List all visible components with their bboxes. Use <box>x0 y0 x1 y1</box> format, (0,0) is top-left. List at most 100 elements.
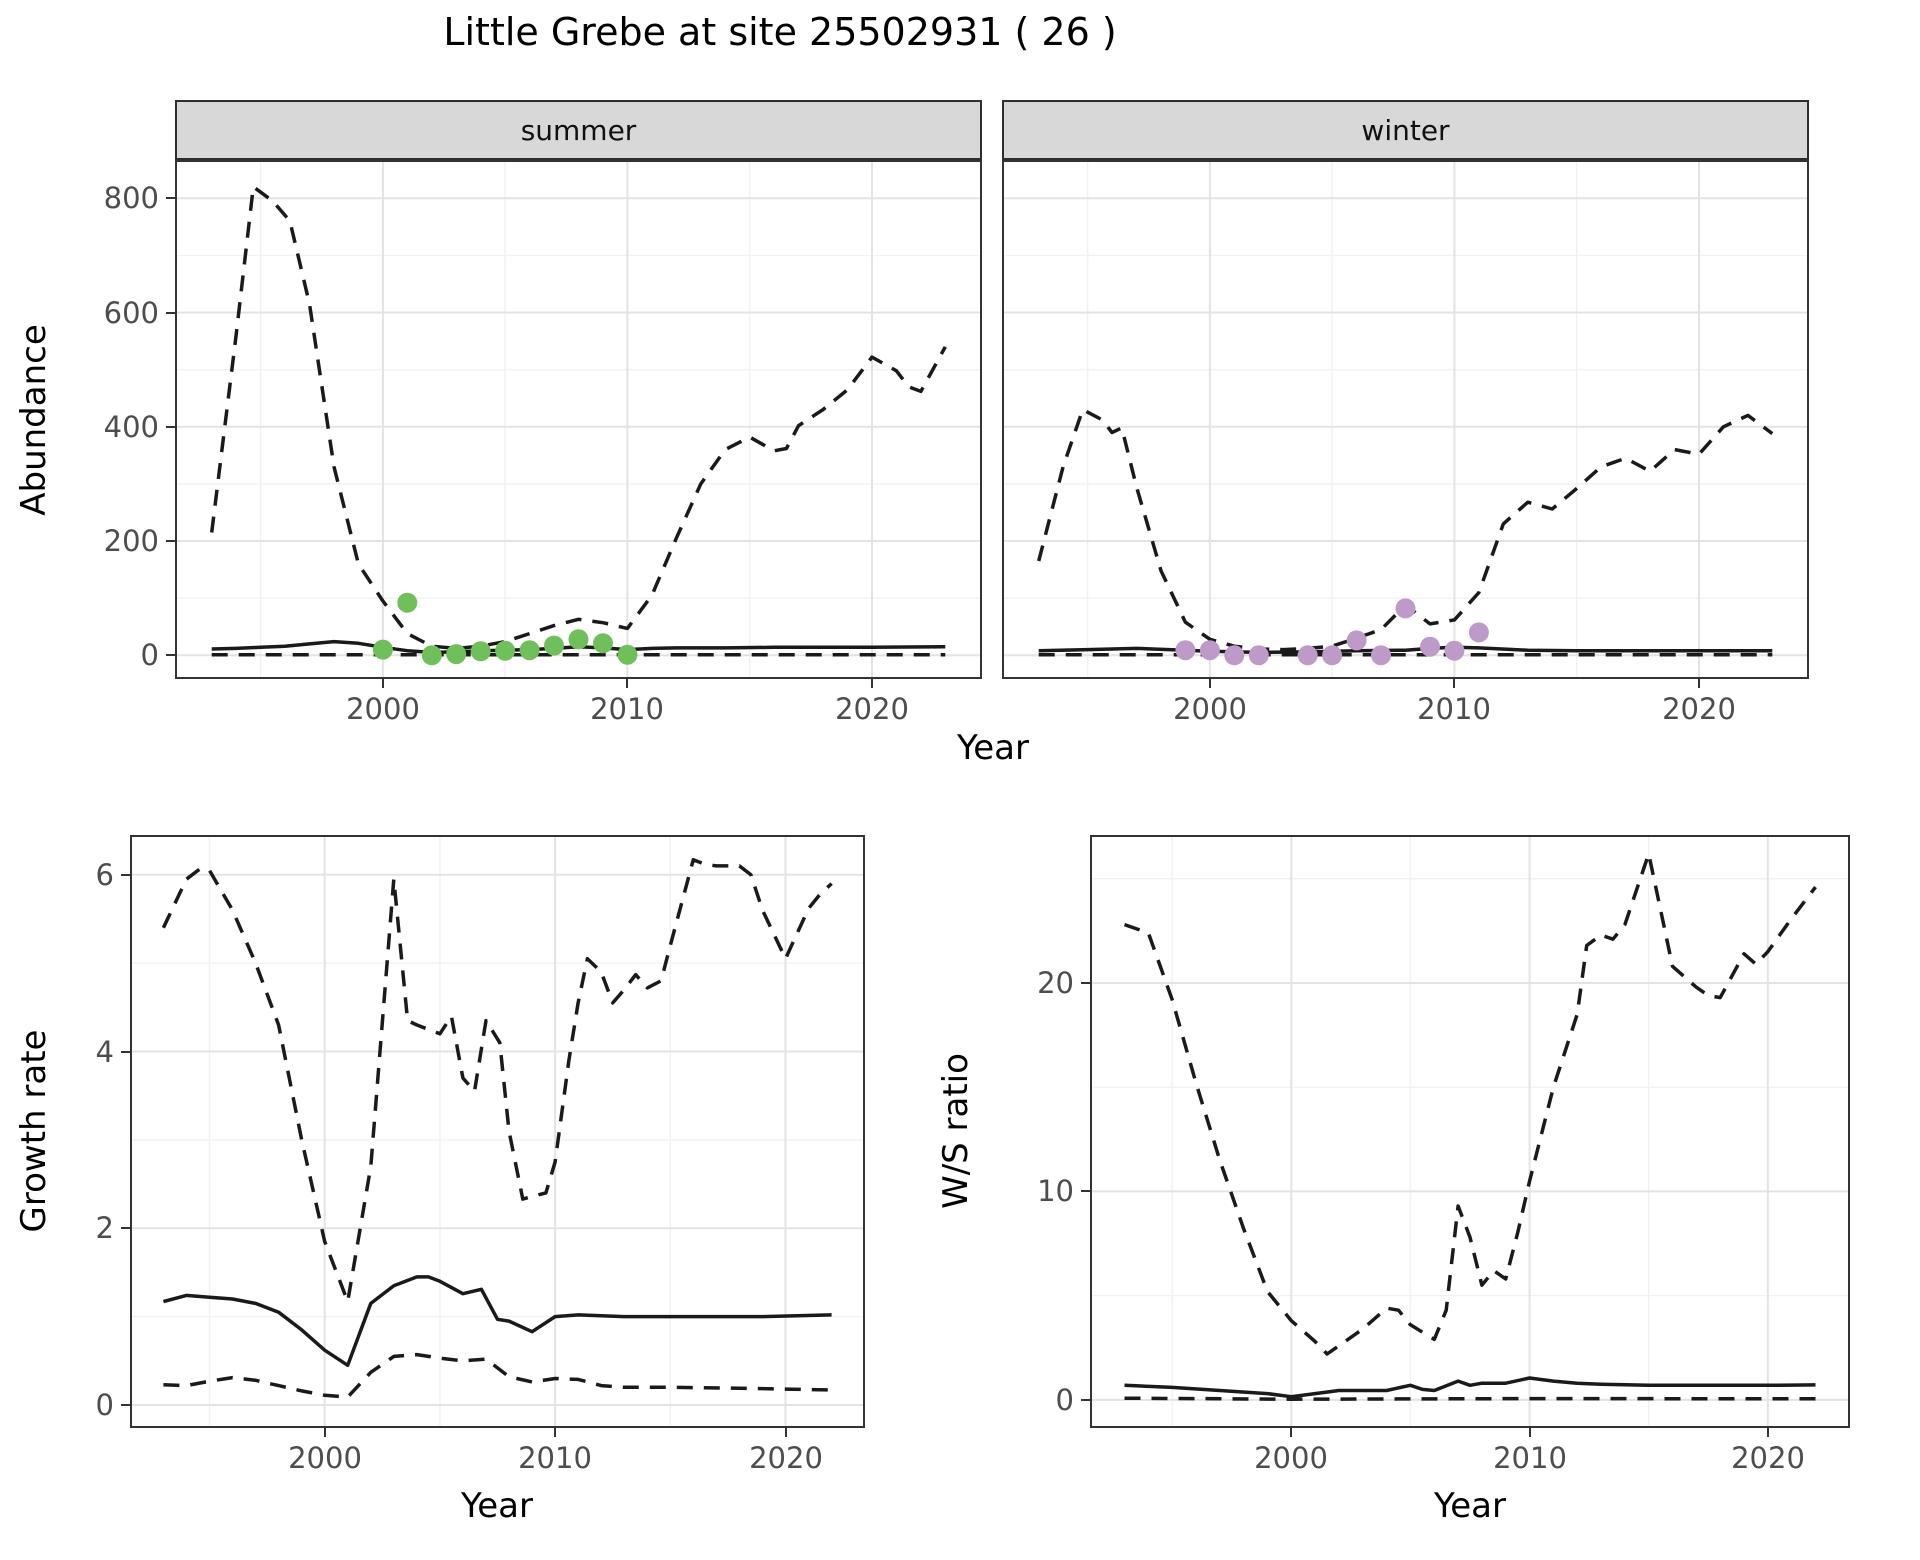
observation-point <box>1395 598 1416 619</box>
facet-strip-summer: summer <box>175 100 982 160</box>
x-tick-label: 2010 <box>518 1441 592 1475</box>
y-tick-mark <box>166 540 175 542</box>
y-tick-label: 600 <box>103 296 159 330</box>
y-tick-mark <box>121 1227 130 1229</box>
x-tick-mark <box>1529 1428 1531 1437</box>
y-tick-label: 20 <box>1037 966 1074 1000</box>
x-tick-label: 2010 <box>590 692 664 726</box>
observation-point <box>1248 645 1269 666</box>
observation-point <box>1199 640 1220 661</box>
y-tick-label: 0 <box>1055 1383 1074 1417</box>
chart-growth-rate <box>130 835 865 1428</box>
series-upper-quantile <box>161 857 833 1304</box>
observation-point <box>397 592 418 613</box>
panel-growth-rate <box>130 835 865 1428</box>
series-lower-quantile <box>163 1352 832 1399</box>
observation-point <box>1175 640 1196 661</box>
y-tick-label: 2 <box>95 1211 114 1245</box>
x-tick-mark <box>1290 1428 1292 1437</box>
panel-border <box>175 160 982 679</box>
observation-point <box>1322 645 1343 666</box>
y-tick-mark <box>121 874 130 876</box>
y-tick-label: 200 <box>103 524 159 558</box>
panel-abundance-summer <box>175 160 982 679</box>
series-upper-quantile <box>1123 852 1817 1356</box>
x-tick-label: 2000 <box>1173 692 1247 726</box>
observation-point <box>446 644 467 665</box>
y-tick-label: 10 <box>1037 1174 1074 1208</box>
x-tick-mark <box>1209 679 1211 688</box>
x-tick-label: 2020 <box>1662 692 1736 726</box>
panel-ws-ratio <box>1090 835 1850 1428</box>
x-tick-mark <box>871 679 873 688</box>
chart-abundance-summer <box>175 160 982 679</box>
x-tick-mark <box>626 679 628 688</box>
chart-ws-ratio <box>1090 835 1850 1428</box>
y-tick-label: 4 <box>95 1035 114 1069</box>
y-tick-label: 400 <box>103 410 159 444</box>
y-tick-label: 0 <box>95 1388 114 1422</box>
observation-point <box>1468 622 1489 643</box>
observation-point <box>568 629 589 650</box>
observation-point <box>1371 645 1391 666</box>
x-tick-label: 2000 <box>288 1441 362 1475</box>
y-axis-label-abundance: Abundance <box>14 324 54 516</box>
series-median <box>1038 645 1773 655</box>
chart-title: Little Grebe at site 25502931 ( 26 ) <box>443 10 1117 54</box>
y-tick-mark <box>166 312 175 314</box>
x-tick-mark <box>554 1428 556 1437</box>
observation-point <box>1297 645 1318 666</box>
series-median <box>162 1275 832 1368</box>
observation-point <box>617 644 638 665</box>
x-axis-label-year-top: Year <box>957 728 1029 768</box>
observation-point <box>593 633 613 654</box>
x-tick-mark <box>1767 1428 1769 1437</box>
x-tick-mark <box>382 679 384 688</box>
y-tick-mark <box>121 1404 130 1406</box>
observation-point <box>421 645 442 666</box>
y-tick-mark <box>1081 982 1090 984</box>
observation-point <box>1420 636 1440 657</box>
x-tick-label: 2010 <box>1493 1441 1567 1475</box>
observation-point <box>372 639 393 660</box>
x-tick-label: 2020 <box>835 692 909 726</box>
y-tick-mark <box>166 426 175 428</box>
y-tick-label: 6 <box>95 858 114 892</box>
x-axis-label-year-bottom-left: Year <box>461 1486 533 1526</box>
x-tick-mark <box>1453 679 1455 688</box>
chart-abundance-winter <box>1002 160 1809 679</box>
facet-strip-label: winter <box>1361 113 1450 147</box>
x-tick-label: 2020 <box>1731 1441 1805 1475</box>
observation-point <box>1346 630 1367 651</box>
y-tick-label: 800 <box>103 181 159 215</box>
panel-abundance-winter <box>1002 160 1809 679</box>
y-tick-mark <box>166 197 175 199</box>
x-tick-label: 2020 <box>749 1441 823 1475</box>
facet-strip-winter: winter <box>1002 100 1809 160</box>
x-tick-label: 2010 <box>1417 692 1491 726</box>
y-tick-mark <box>121 1051 130 1053</box>
observation-point <box>544 635 564 656</box>
series-upper-quantile <box>1037 407 1774 652</box>
x-tick-label: 2000 <box>1254 1441 1328 1475</box>
x-tick-mark <box>324 1428 326 1437</box>
observation-point <box>519 640 540 661</box>
observation-point <box>1224 645 1245 666</box>
y-axis-label-ws-ratio: W/S ratio <box>936 1053 976 1209</box>
observation-point <box>495 640 516 661</box>
y-tick-mark <box>166 654 175 656</box>
x-tick-label: 2000 <box>346 692 420 726</box>
observation-point <box>1444 640 1465 661</box>
x-tick-mark <box>1698 679 1700 688</box>
y-tick-mark <box>1081 1399 1090 1401</box>
facet-strip-label: summer <box>520 113 637 147</box>
y-tick-label: 0 <box>140 638 159 672</box>
x-axis-label-year-bottom-right: Year <box>1434 1486 1506 1526</box>
series-lower-quantile <box>1124 1396 1816 1401</box>
x-tick-mark <box>785 1428 787 1437</box>
observation-point <box>470 641 491 662</box>
panel-border <box>1002 160 1809 679</box>
panel-border <box>1090 835 1850 1428</box>
series-median <box>1124 1376 1816 1399</box>
y-tick-mark <box>1081 1190 1090 1192</box>
